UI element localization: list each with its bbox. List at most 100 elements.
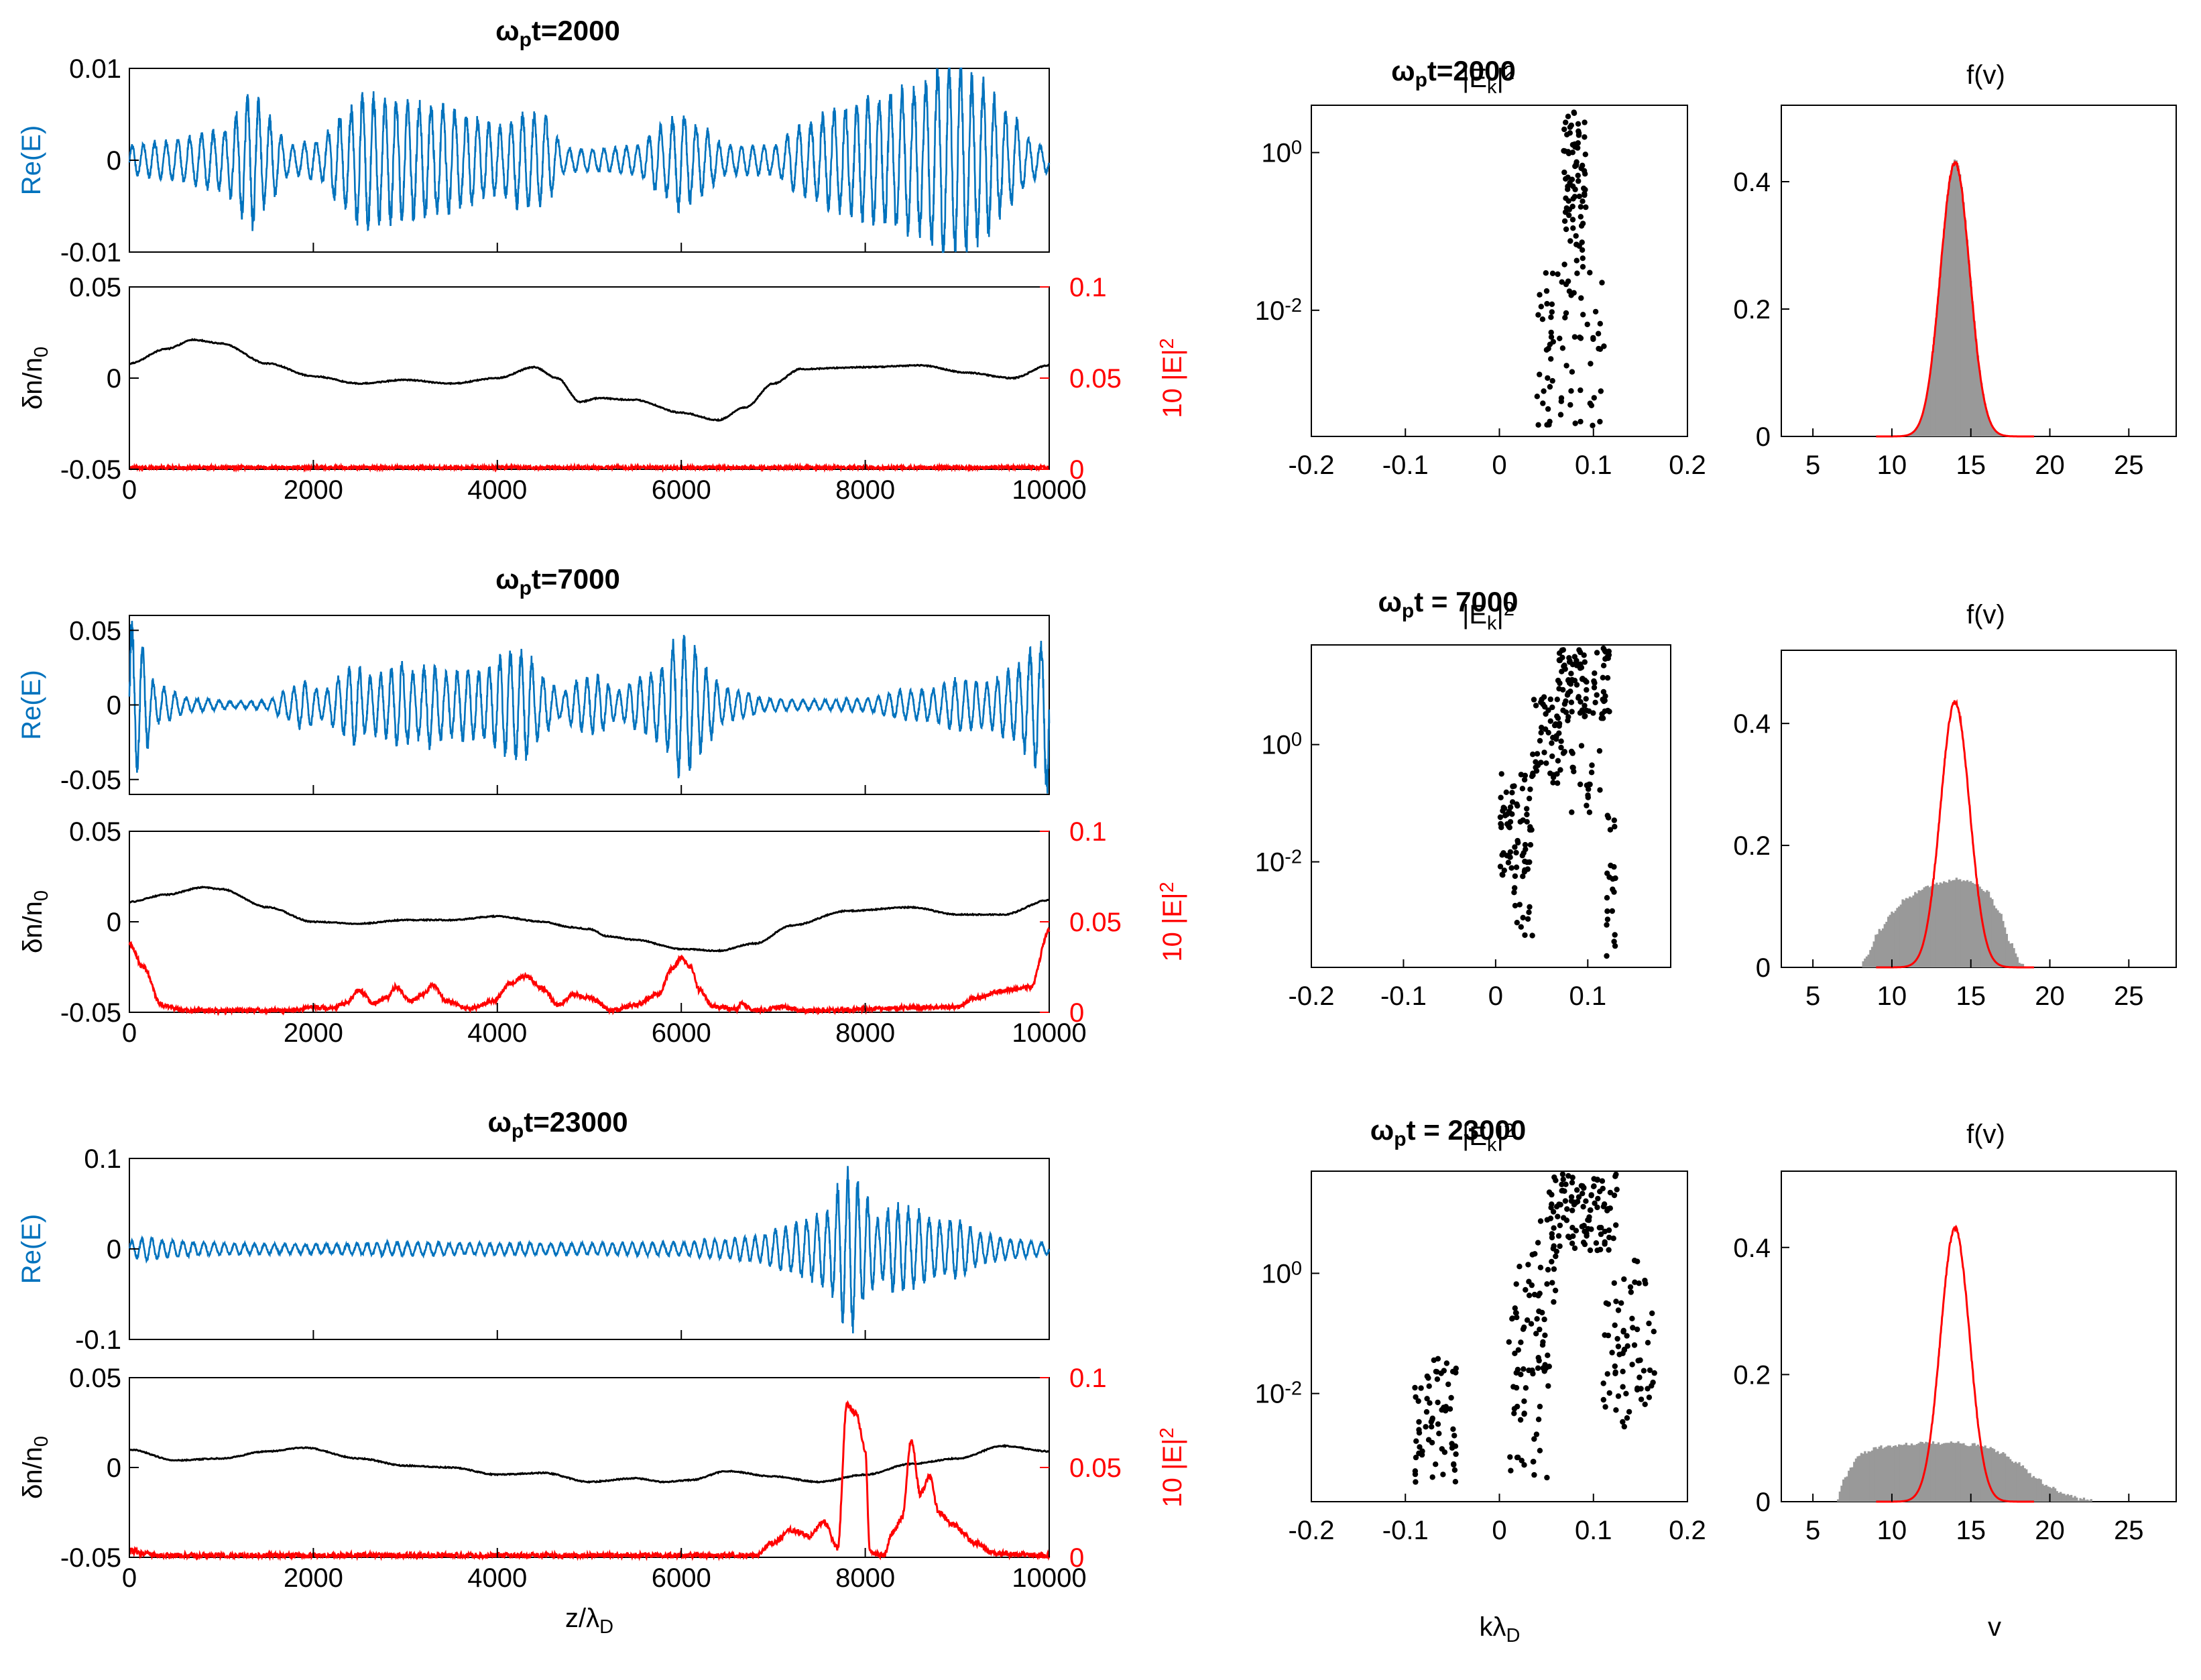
row2-spectrum-point bbox=[1512, 885, 1518, 891]
row2-fv-hist-bar bbox=[1975, 884, 1978, 967]
row3-spectrum-point bbox=[1448, 1394, 1454, 1401]
row1-spectrum-point bbox=[1563, 310, 1569, 316]
row3-spectrum-point bbox=[1564, 1206, 1570, 1212]
row1-spectrum-point bbox=[1547, 383, 1553, 390]
row2-fv-hist-bar bbox=[1973, 884, 1976, 967]
row1-spectrum-point bbox=[1537, 371, 1543, 377]
row2-spectrum-point bbox=[1568, 699, 1575, 705]
row2-spectrum-point bbox=[1497, 814, 1504, 821]
row3-spectrum-point bbox=[1585, 1217, 1591, 1223]
row1-spectrum-point bbox=[1562, 209, 1569, 215]
row2-spectrum-point bbox=[1600, 688, 1607, 695]
row3-spectrum-point bbox=[1550, 1209, 1557, 1215]
row3-spectrum-point bbox=[1632, 1279, 1638, 1285]
row2-fv-hist-bar bbox=[1955, 878, 1958, 967]
row3-spectrum-point bbox=[1445, 1381, 1451, 1388]
row2-spectrum-point bbox=[1558, 738, 1564, 744]
row3-density-ytick-left-label: -0.05 bbox=[60, 1543, 121, 1573]
row1-fv-hist-bar bbox=[1941, 251, 1944, 436]
row2-fv-hist-bar bbox=[1891, 911, 1893, 967]
row1-spectrum-point bbox=[1562, 148, 1568, 154]
row3-spectrum-point bbox=[1597, 1246, 1604, 1253]
row2-density-ytick-left-label: 0 bbox=[107, 908, 121, 937]
row3-fv-hist-bar bbox=[2029, 1473, 2031, 1502]
row2-fv-hist-bar bbox=[1887, 916, 1890, 967]
row1-spectrum-point bbox=[1580, 312, 1586, 318]
row3-spectrum-point bbox=[1559, 1171, 1566, 1177]
row1-fv-xtick-label: 25 bbox=[2114, 451, 2144, 480]
row2-spectrum-point bbox=[1567, 681, 1574, 687]
row3-spectrum-point bbox=[1568, 1198, 1575, 1204]
row3-spectrum-point bbox=[1546, 1364, 1552, 1370]
row3-fv-xtick-label: 20 bbox=[2035, 1516, 2065, 1545]
row1-spectrum-point bbox=[1563, 281, 1569, 288]
row2-spectrum-xtick-label: 0 bbox=[1488, 981, 1503, 1011]
row3-spectrum-point bbox=[1521, 1462, 1527, 1468]
row2-spectrum-point bbox=[1578, 699, 1584, 705]
row2-spectrum-point bbox=[1604, 675, 1611, 681]
row2-spectrum-point bbox=[1564, 692, 1571, 698]
row3-fv-hist-bar bbox=[2011, 1461, 2013, 1502]
row1-spectrum-point bbox=[1580, 198, 1586, 204]
row1-fv-hist-bar bbox=[1926, 389, 1929, 436]
row3-density-ylabel-right: 10 |E|2 bbox=[1156, 1427, 1187, 1507]
row3-spectrum-point bbox=[1419, 1448, 1425, 1454]
row2-fv-hist-bar bbox=[1937, 884, 1940, 967]
row2-spectrum-point bbox=[1507, 804, 1514, 811]
row3-spectrum-point bbox=[1615, 1307, 1622, 1313]
row2-fv-hist-bar bbox=[1907, 898, 1909, 967]
row3-fv-hist-bar bbox=[2066, 1494, 2069, 1502]
row2-fv-hist-bar bbox=[1946, 882, 1949, 967]
row2-fv-hist-bar bbox=[1970, 881, 1972, 967]
row2-spectrum-point bbox=[1549, 753, 1555, 760]
row3-spectrum-point bbox=[1549, 1280, 1555, 1286]
row2-density-ylabel-right: 10 |E|2 bbox=[1156, 882, 1187, 961]
row1-spectrum-point bbox=[1548, 356, 1554, 362]
row3-spectrum-point bbox=[1621, 1423, 1627, 1430]
row3-spectrum-point bbox=[1627, 1284, 1634, 1291]
row2-spectrum-point bbox=[1569, 809, 1575, 815]
row3-spectrum-xtick-label: 0.2 bbox=[1669, 1516, 1706, 1545]
row2-fv-hist-bar bbox=[1885, 922, 1888, 967]
row3-spectrum-point bbox=[1604, 1371, 1610, 1377]
row3-spectrum-point bbox=[1580, 1203, 1586, 1210]
row2-spectrum-point bbox=[1513, 864, 1520, 870]
row2-spectrum-point bbox=[1569, 750, 1575, 756]
row1-spectrum-point bbox=[1580, 263, 1586, 270]
row3-spectrum-point bbox=[1584, 1233, 1590, 1239]
row1-spectrum-point bbox=[1534, 394, 1540, 400]
row2-fv-hist-bar bbox=[1867, 954, 1870, 967]
row3-spectrum-point bbox=[1583, 1198, 1589, 1204]
row3-spectrum-point bbox=[1626, 1408, 1632, 1415]
row1-spectrum-ytick-label: 10-2 bbox=[1255, 295, 1302, 326]
row1-spectrum-point bbox=[1571, 110, 1578, 116]
row1-spectrum-point bbox=[1547, 418, 1553, 424]
row2-fv-hist-bar bbox=[1948, 880, 1951, 967]
row3-spectrum-point bbox=[1521, 1366, 1527, 1372]
row2-fv-hist-bar bbox=[1986, 890, 1988, 967]
row3-fv-hist-bar bbox=[1982, 1447, 1985, 1502]
row3-spectrum-point bbox=[1649, 1310, 1655, 1317]
row1-spectrum-point bbox=[1561, 169, 1567, 176]
row3-spectrum-xtick-label: 0 bbox=[1492, 1516, 1506, 1545]
row3-spectrum-point bbox=[1415, 1398, 1421, 1404]
row3-fv-hist-bar bbox=[2032, 1476, 2035, 1502]
row2-spectrum-point bbox=[1609, 908, 1615, 914]
row3-spectrum-point bbox=[1526, 1293, 1533, 1299]
row3-fv-hist-bar bbox=[1887, 1445, 1890, 1502]
row2-spectrum-point bbox=[1521, 850, 1527, 856]
row2-fv-hist-bar bbox=[1903, 900, 1906, 967]
row3-spectrum-point bbox=[1551, 1266, 1557, 1272]
row3-spectrum-point bbox=[1557, 1222, 1563, 1229]
row3-spectrum-point bbox=[1594, 1204, 1600, 1211]
row3-fv-hist-bar bbox=[2063, 1494, 2066, 1502]
row1-spectrum-point bbox=[1582, 152, 1588, 158]
row3-fv-hist-bar bbox=[2015, 1461, 2017, 1502]
row1-spectrum-xtick-label: -0.2 bbox=[1289, 451, 1335, 480]
row3-fv-hist-bar bbox=[2084, 1500, 2087, 1502]
row3-spectrum-point bbox=[1417, 1444, 1423, 1450]
row3-spectrum-point bbox=[1631, 1342, 1638, 1348]
row3-fv-hist-bar bbox=[1957, 1441, 1960, 1502]
row3-spectrum-point bbox=[1523, 1286, 1529, 1293]
row2-fv-hist-bar bbox=[2004, 927, 2007, 967]
